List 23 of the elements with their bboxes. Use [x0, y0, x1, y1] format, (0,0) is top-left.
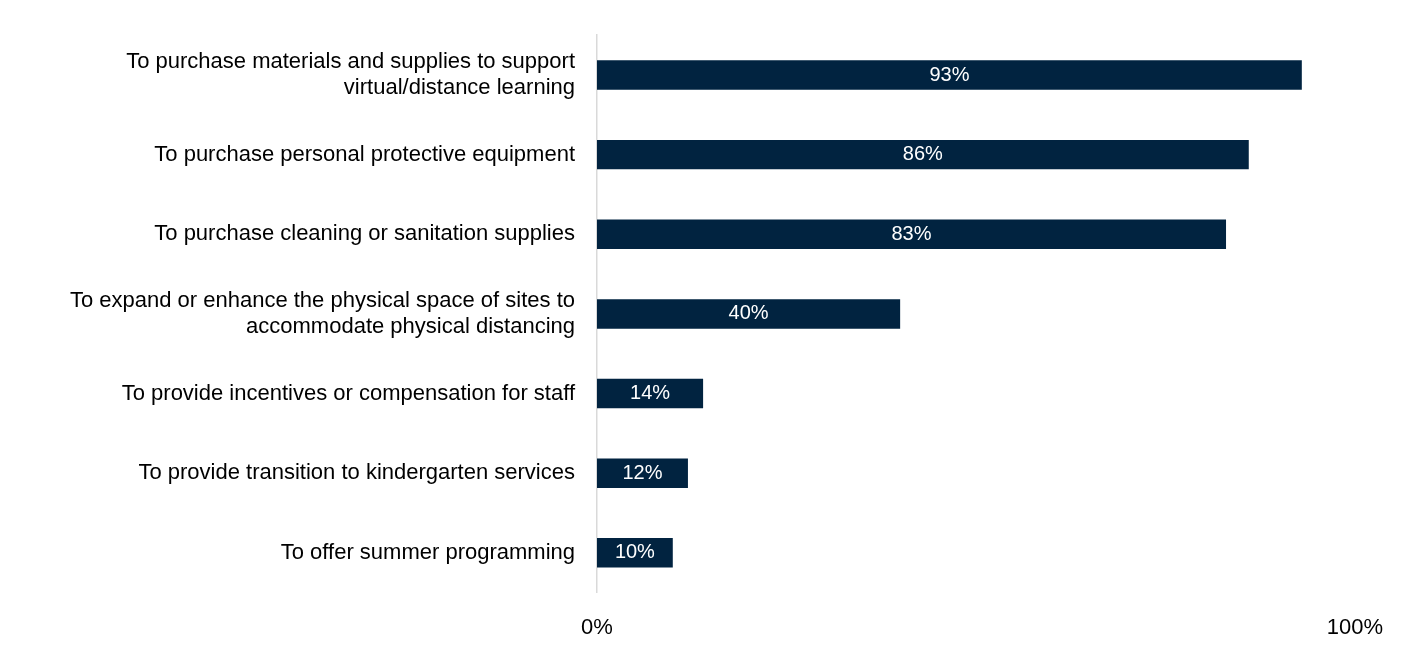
bar: [597, 299, 901, 329]
data-label: 10%: [614, 540, 656, 563]
data-label: 83%: [891, 221, 932, 244]
y-tick-label: To offer summer programming: [280, 538, 575, 564]
bar: [597, 458, 688, 488]
bar: [597, 538, 673, 568]
x-tick-label: 0%: [581, 613, 613, 639]
data-label: 40%: [728, 301, 769, 324]
y-tick-label: To purchase personal protective equipment: [154, 140, 575, 166]
data-label: 14%: [630, 381, 671, 404]
y-tick-label: To purchase cleaning or sanitation supplies: [154, 220, 575, 246]
bar: [597, 60, 1302, 90]
data-label: 86%: [902, 142, 944, 165]
bar: [597, 378, 704, 409]
data-label: 12%: [622, 460, 663, 483]
data-label: 93%: [929, 62, 970, 85]
y-tick-label: To purchase materials and supplies to support virtual/distance learning: [126, 47, 575, 100]
x-tick-label: 100%: [1326, 613, 1384, 639]
y-tick-label: To provide incentives or compensation for staff: [121, 379, 576, 405]
bar: [597, 219, 1227, 249]
y-tick-label: To expand or enhance the physical space of sites to accommodate physical distancing: [69, 286, 575, 339]
bar: [597, 139, 1249, 170]
y-tick-label: To provide transition to kindergarten services: [138, 459, 575, 485]
